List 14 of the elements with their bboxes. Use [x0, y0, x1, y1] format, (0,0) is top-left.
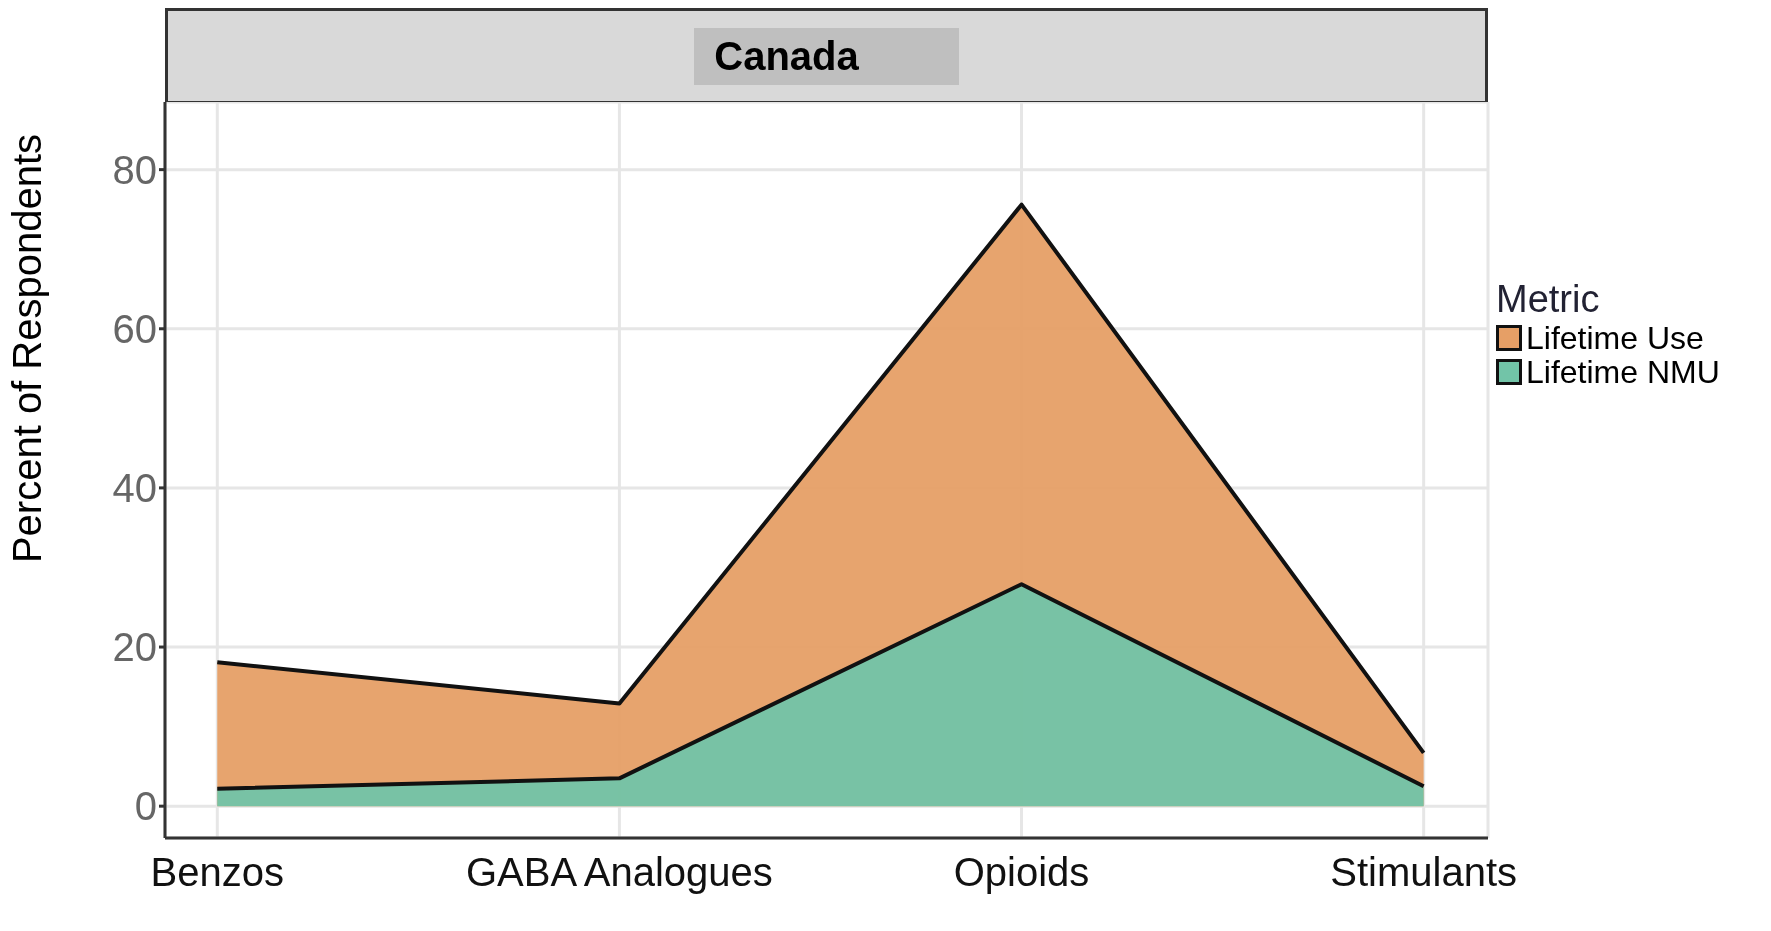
x-tick-label: Benzos	[150, 850, 284, 895]
y-tick-label: 40	[112, 466, 157, 511]
x-tick-label: Stimulants	[1330, 850, 1518, 895]
legend-label: Lifetime NMU	[1526, 354, 1720, 390]
y-axis-title: Percent of Respondents	[5, 133, 51, 563]
x-tick-label: GABA Analogues	[465, 850, 773, 895]
y-tick-label: 80	[112, 147, 157, 192]
legend-label: Lifetime Use	[1526, 320, 1704, 356]
chart-title: Canada	[694, 27, 959, 85]
legend-title: Metric	[1496, 278, 1601, 321]
y-tick-label: 20	[112, 625, 157, 670]
y-tick-label: 60	[112, 306, 157, 351]
x-tick-label: Opioids	[953, 850, 1090, 895]
y-tick-label: 0	[134, 784, 157, 829]
